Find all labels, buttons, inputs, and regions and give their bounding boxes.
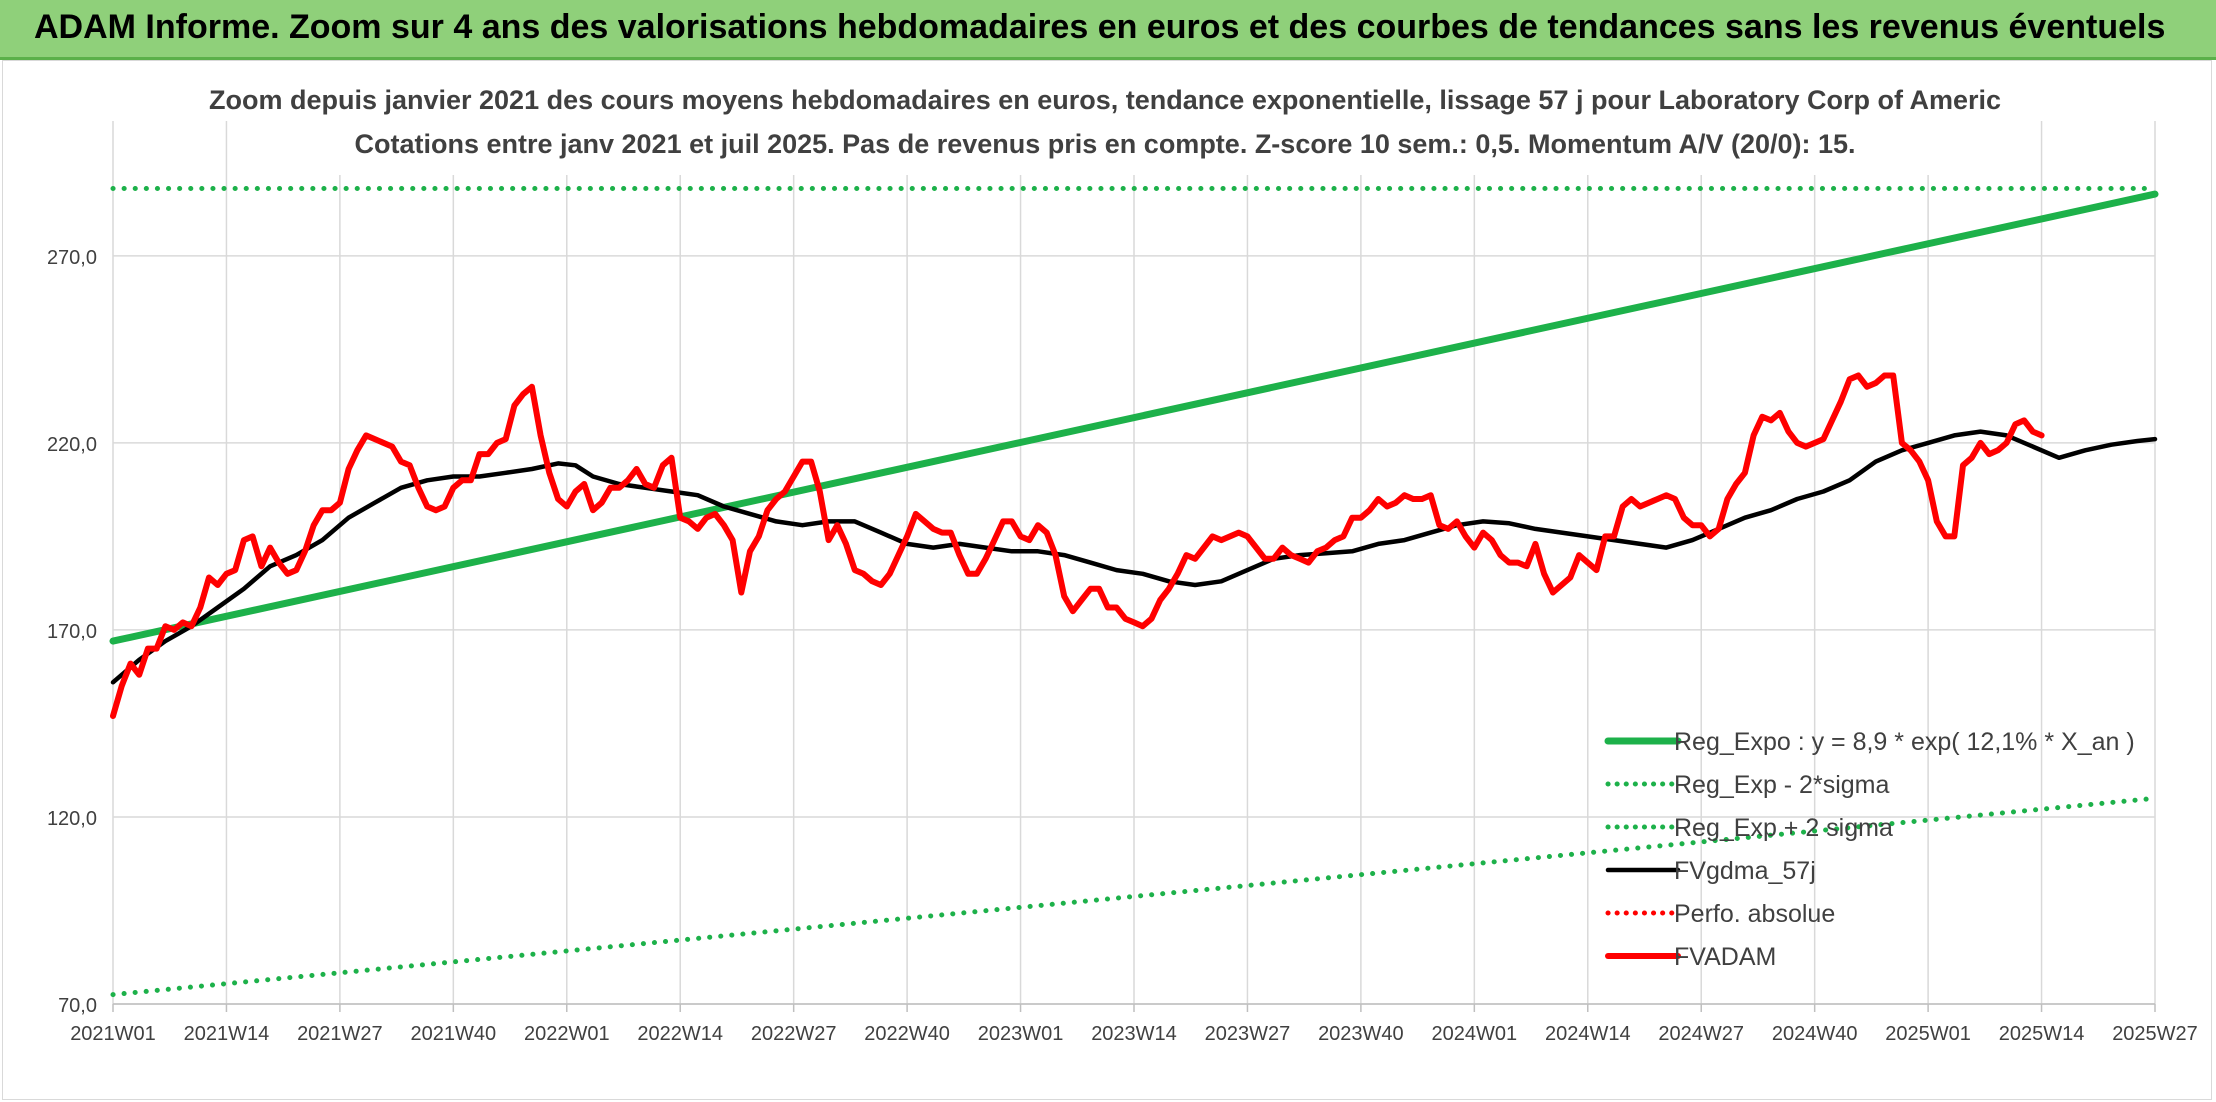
legend-label: Reg_Expo : y = 8,9 * exp( 12,1% * X_an ) <box>1674 728 2135 756</box>
grid-lines <box>112 121 2156 1005</box>
x-tick-label: 2025W27 <box>2112 1023 2198 1045</box>
legend-label: FVADAM <box>1674 943 1776 971</box>
legend: Reg_Expo : y = 8,9 * exp( 12,1% * X_an )… <box>1604 728 2135 971</box>
x-tick-label: 2023W27 <box>1205 1023 1291 1045</box>
series-lines <box>109 186 2159 998</box>
x-tick-label: 2021W14 <box>184 1023 270 1045</box>
y-tick-label: 270,0 <box>47 247 97 269</box>
chart-title: Zoom depuis janvier 2021 des cours moyen… <box>209 85 2001 115</box>
x-tick-label: 2021W40 <box>411 1023 497 1045</box>
x-tick-label: 2022W01 <box>524 1023 610 1045</box>
x-tick-label: 2021W01 <box>70 1023 156 1045</box>
x-tick-label: 2025W01 <box>1885 1023 1971 1045</box>
series-line-reg-exp-2-sigma <box>110 795 2158 998</box>
series-line-reg-expo-y-8-9-exp-12-1-x-an <box>109 190 2159 645</box>
x-tick-label: 2021W27 <box>297 1023 383 1045</box>
y-axis-ticks: 70,0 120,0 170,0 220,0 270,0 <box>47 247 97 1017</box>
series-line-fvadam <box>110 372 2045 719</box>
x-axis-ticks: 2021W01 2021W14 2021W27 2021W40 2022W01 2022W… <box>70 1003 2198 1045</box>
x-tick-label: 2024W14 <box>1545 1023 1631 1045</box>
x-tick-label: 2022W27 <box>751 1023 837 1045</box>
x-tick-label: 2023W14 <box>1091 1023 1177 1045</box>
chart-frame: 70,0 120,0 170,0 220,0 270,0 2021W01 2021W14 2… <box>2 60 2212 1100</box>
y-tick-label: 170,0 <box>47 621 97 643</box>
legend-label: Reg_Exp - 2*sigma <box>1674 771 1889 799</box>
y-tick-label: 120,0 <box>47 808 97 830</box>
report-banner: ADAM Informe. Zoom sur 4 ans des valoris… <box>0 0 2216 60</box>
legend-label: FVgdma_57j <box>1674 857 1816 885</box>
x-tick-label: 2024W27 <box>1658 1023 1744 1045</box>
report-title: ADAM Informe. Zoom sur 4 ans des valoris… <box>34 8 2166 46</box>
y-tick-label: 70,0 <box>58 995 97 1017</box>
chart-subtitle: Cotations entre janv 2021 et juil 2025. … <box>354 129 1855 159</box>
x-tick-label: 2025W14 <box>1999 1023 2085 1045</box>
x-tick-label: 2022W40 <box>864 1023 950 1045</box>
x-tick-label: 2022W14 <box>637 1023 723 1045</box>
x-tick-label: 2023W40 <box>1318 1023 1404 1045</box>
x-tick-label: 2024W01 <box>1432 1023 1518 1045</box>
legend-label: Perfo. absolue <box>1674 900 1835 928</box>
y-tick-label: 220,0 <box>47 434 97 456</box>
x-tick-label: 2024W40 <box>1772 1023 1858 1045</box>
title-background <box>273 75 1938 175</box>
x-tick-label: 2023W01 <box>978 1023 1064 1045</box>
legend-label: Reg_Exp + 2 sigma <box>1674 814 1893 842</box>
series-line-fvgdma-57j <box>110 429 2158 685</box>
